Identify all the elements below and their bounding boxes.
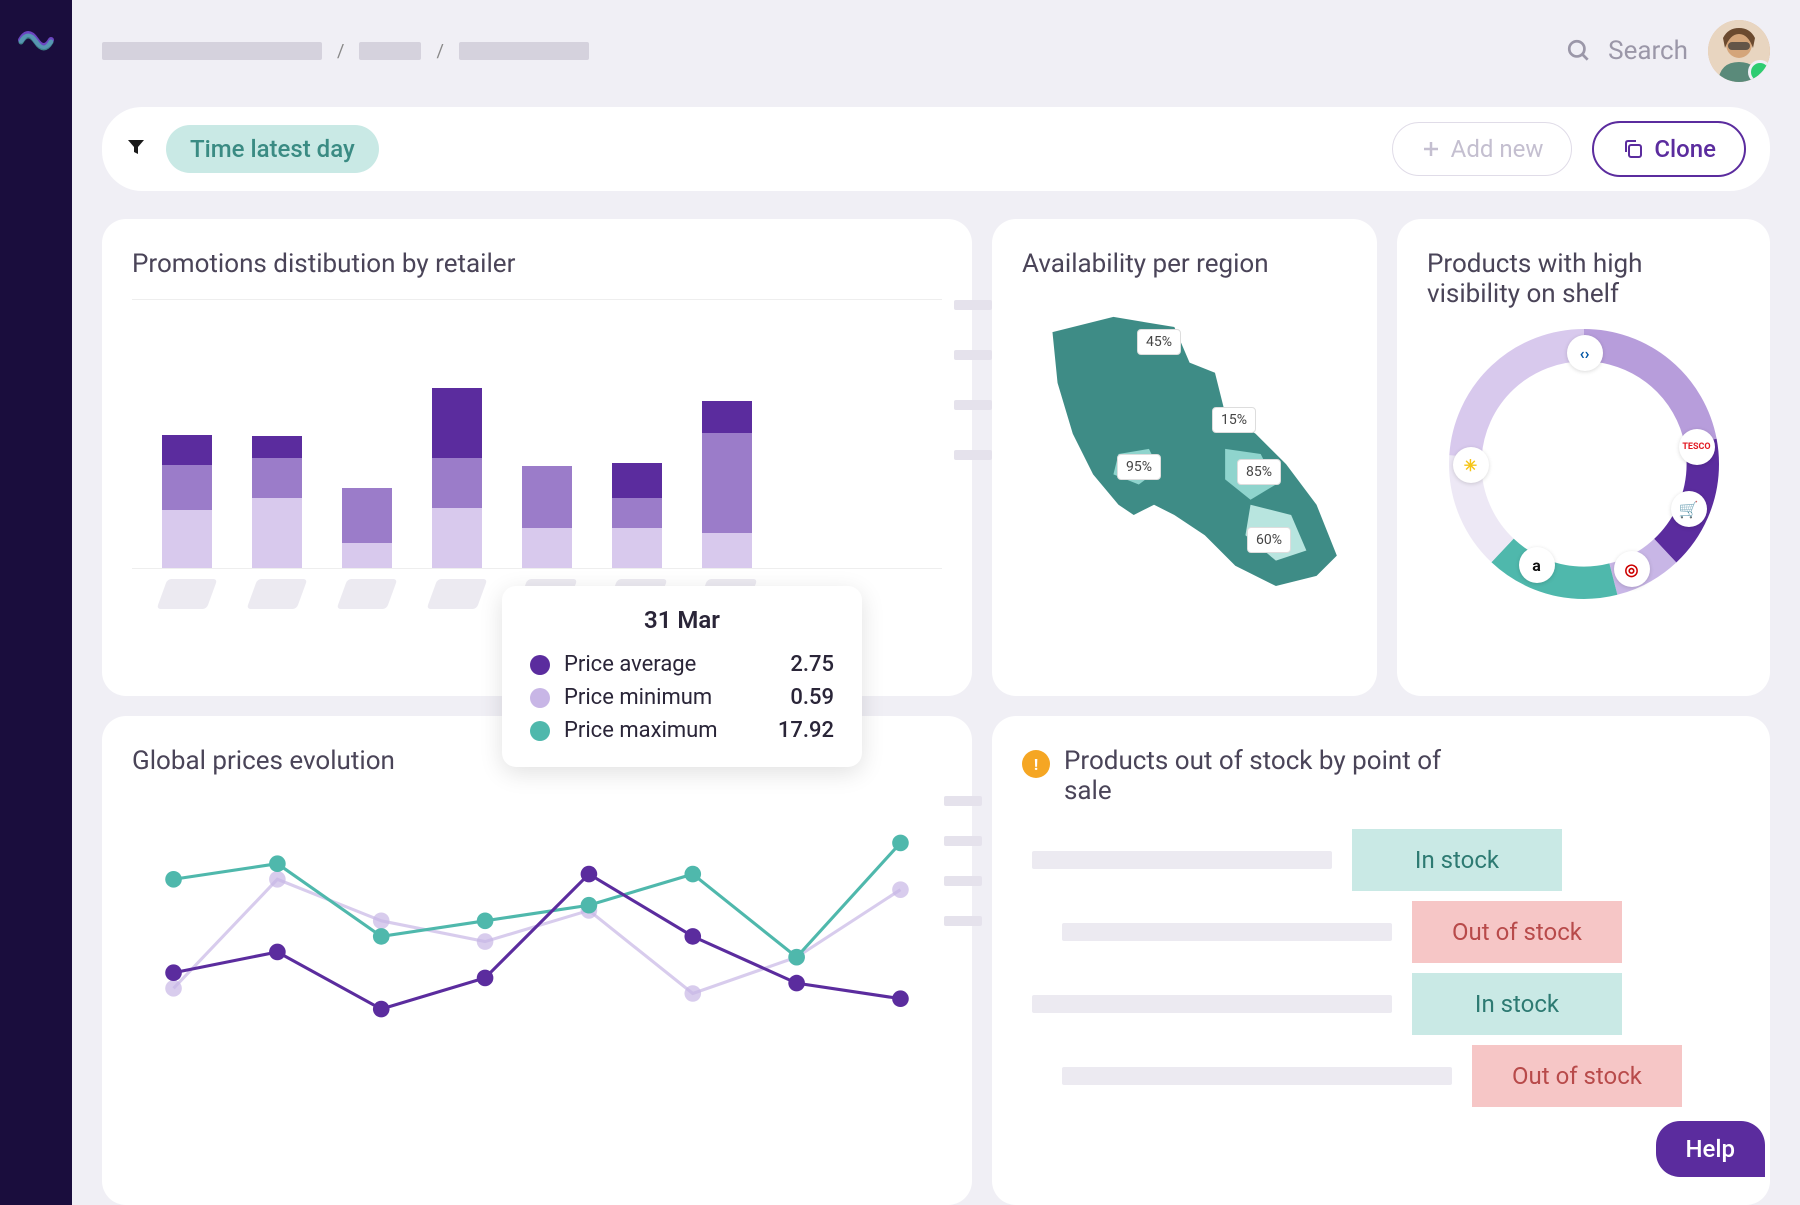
bar-column: [522, 466, 572, 568]
mercado-icon: 🛒: [1671, 491, 1707, 527]
breadcrumb-sep: /: [436, 41, 443, 62]
add-new-label: Add new: [1451, 135, 1544, 163]
carrefour-icon: ‹›: [1567, 335, 1603, 371]
target-icon: ◎: [1614, 551, 1650, 587]
bar-chart: [132, 299, 942, 569]
help-button[interactable]: Help: [1656, 1121, 1766, 1177]
card-availability: Availability per region 45% 15% 95% 85% 60%: [992, 219, 1377, 696]
card-title: Promotions distibution by retailer: [132, 249, 942, 279]
bar-column: [432, 388, 482, 568]
card-title: Availability per region: [1022, 249, 1347, 279]
stock-rows: In stock Out of stock In stock Out of stock: [1022, 830, 1740, 1106]
map-mexico: 45% 15% 95% 85% 60%: [1022, 299, 1347, 609]
bar-column: [252, 436, 302, 568]
clone-button[interactable]: Clone: [1592, 121, 1746, 177]
stock-badge: Out of stock: [1472, 1045, 1682, 1107]
search-icon: [1566, 38, 1592, 64]
avatar[interactable]: [1708, 20, 1770, 82]
bar-column: [702, 401, 752, 568]
help-label: Help: [1686, 1135, 1736, 1163]
filter-chip-time[interactable]: Time latest day: [166, 125, 379, 173]
topbar: / / Search: [102, 20, 1770, 82]
line-chart: [132, 796, 942, 1056]
stock-badge: In stock: [1352, 829, 1562, 891]
card-title: Products with high visibility on shelf: [1427, 249, 1740, 309]
card-title: Products out of stock by point of sale: [1064, 746, 1484, 806]
breadcrumb-seg: [459, 42, 589, 60]
card-prices: Global prices evolution 31 Mar Price ave…: [102, 716, 972, 1205]
walmart-icon: ✳: [1453, 447, 1489, 483]
stock-row: Out of stock: [1022, 1046, 1740, 1106]
breadcrumb-seg: [359, 42, 421, 60]
stock-row: Out of stock: [1022, 902, 1740, 962]
plus-icon: [1421, 139, 1441, 159]
price-tooltip: 31 Mar Price average2.75Price minimum0.5…: [502, 586, 862, 767]
breadcrumb-seg: [102, 42, 322, 60]
breadcrumb-sep: /: [337, 41, 344, 62]
stock-row: In stock: [1022, 830, 1740, 890]
bar-column: [342, 488, 392, 568]
card-stock: ! Products out of stock by point of sale…: [992, 716, 1770, 1205]
map-label: 85%: [1237, 459, 1281, 485]
alert-icon: !: [1022, 750, 1050, 778]
donut-chart: ‹› TESCO 🛒 ◎ a ✳: [1449, 329, 1719, 599]
tooltip-row: Price average2.75: [530, 648, 834, 681]
search-placeholder: Search: [1608, 36, 1688, 66]
stock-row: In stock: [1022, 974, 1740, 1034]
stock-badge: In stock: [1412, 973, 1622, 1035]
copy-icon: [1622, 138, 1644, 160]
breadcrumbs: / /: [102, 41, 1546, 62]
map-label: 15%: [1212, 407, 1256, 433]
map-label: 45%: [1137, 329, 1181, 355]
map-label: 60%: [1247, 527, 1291, 553]
tooltip-row: Price minimum0.59: [530, 681, 834, 714]
app-logo: [16, 20, 56, 60]
sidebar: [0, 0, 72, 1205]
map-label: 95%: [1117, 454, 1161, 480]
card-visibility: Products with high visibility on shelf ‹…: [1397, 219, 1770, 696]
bar-column: [612, 463, 662, 568]
bar-legend: [954, 300, 992, 460]
tooltip-date: 31 Mar: [530, 606, 834, 634]
line-legend: [944, 796, 982, 926]
clone-label: Clone: [1654, 135, 1716, 163]
filter-icon[interactable]: [126, 137, 146, 162]
bar-column: [162, 435, 212, 568]
filter-bar: Time latest day Add new Clone: [102, 107, 1770, 191]
amazon-icon: a: [1519, 547, 1555, 583]
stock-badge: Out of stock: [1412, 901, 1622, 963]
add-new-button[interactable]: Add new: [1392, 122, 1573, 176]
tooltip-row: Price maximum17.92: [530, 714, 834, 747]
search[interactable]: Search: [1566, 36, 1688, 66]
tesco-icon: TESCO: [1679, 429, 1715, 465]
